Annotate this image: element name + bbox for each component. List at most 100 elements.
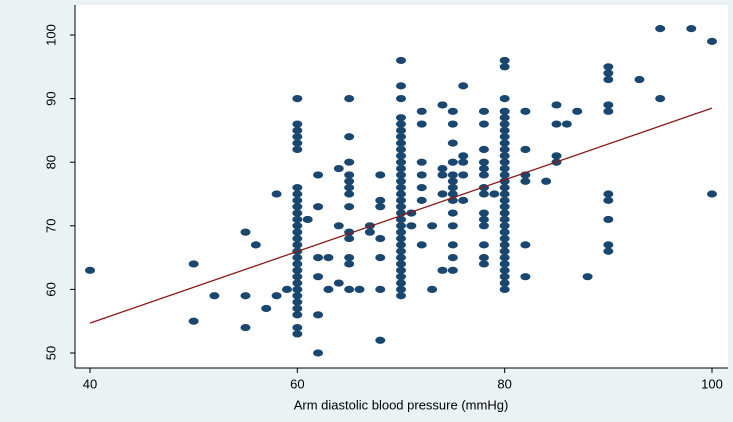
- point: [427, 285, 438, 293]
- point: [375, 336, 386, 344]
- point: [447, 266, 458, 274]
- point: [499, 266, 510, 274]
- point: [437, 164, 448, 173]
- fit-line: [89, 107, 713, 324]
- point: [478, 171, 489, 179]
- point: [686, 25, 697, 33]
- point: [333, 279, 344, 287]
- point: [396, 120, 406, 128]
- point: [499, 196, 510, 204]
- point: [489, 190, 500, 198]
- point: [603, 196, 614, 204]
- point: [499, 285, 510, 293]
- point: [396, 241, 406, 249]
- point: [520, 145, 531, 154]
- point: [313, 203, 324, 211]
- point: [499, 164, 510, 173]
- point: [344, 177, 355, 185]
- point: [396, 164, 406, 173]
- point: [396, 292, 406, 300]
- point: [344, 285, 355, 293]
- point: [541, 177, 552, 185]
- point: [396, 215, 406, 224]
- point: [396, 228, 406, 236]
- point: [344, 171, 355, 179]
- point: [499, 247, 510, 255]
- point: [520, 107, 531, 115]
- point: [375, 171, 386, 179]
- point: [499, 215, 510, 224]
- point: [396, 273, 406, 281]
- point: [292, 311, 303, 319]
- point: [292, 254, 303, 262]
- point: [344, 234, 355, 243]
- point: [499, 279, 510, 287]
- point: [603, 75, 614, 84]
- point: [375, 203, 386, 211]
- point: [499, 184, 510, 192]
- point: [478, 254, 489, 262]
- point: [375, 196, 386, 204]
- point: [396, 95, 406, 103]
- point: [416, 241, 427, 249]
- point: [396, 234, 406, 243]
- point: [271, 190, 282, 198]
- point: [499, 222, 510, 230]
- point: [292, 304, 303, 313]
- point: [396, 82, 406, 90]
- point: [292, 184, 303, 192]
- point: [603, 247, 614, 255]
- point: [603, 69, 614, 77]
- point: [396, 145, 406, 154]
- point: [478, 190, 489, 198]
- point: [603, 107, 614, 115]
- point: [520, 241, 531, 249]
- point: [396, 184, 406, 192]
- point: [478, 241, 489, 249]
- x-axis-title: Arm diastolic blood pressure (mmHg): [294, 397, 509, 412]
- y-tick-label: 80: [43, 155, 58, 169]
- point: [447, 120, 458, 128]
- point: [499, 203, 510, 211]
- point: [603, 63, 614, 71]
- point: [603, 190, 614, 198]
- point: [416, 171, 427, 179]
- point: [364, 228, 375, 236]
- point: [478, 209, 489, 217]
- point: [396, 203, 406, 211]
- point: [292, 279, 303, 287]
- point: [447, 254, 458, 262]
- point: [499, 120, 510, 128]
- point: [561, 120, 572, 128]
- point: [344, 260, 355, 268]
- point: [478, 120, 489, 128]
- point: [396, 190, 406, 198]
- point: [499, 260, 510, 268]
- point: [520, 273, 531, 281]
- point: [396, 222, 406, 230]
- point: [313, 349, 324, 357]
- point: [292, 266, 303, 274]
- point: [292, 203, 303, 211]
- point: [478, 158, 489, 166]
- point: [344, 190, 355, 198]
- point: [499, 209, 510, 217]
- point: [499, 107, 510, 115]
- point: [313, 311, 324, 319]
- point: [396, 152, 406, 160]
- point: [292, 222, 303, 230]
- point: [427, 222, 438, 230]
- point: [344, 133, 355, 141]
- point: [447, 158, 458, 166]
- point: [333, 222, 344, 230]
- point: [416, 120, 427, 128]
- point: [707, 37, 717, 45]
- point: [458, 82, 469, 90]
- y-tick-label: 70: [43, 219, 58, 233]
- point: [240, 228, 251, 236]
- point: [499, 56, 510, 65]
- point: [499, 171, 510, 179]
- point: [499, 254, 510, 262]
- point: [292, 145, 303, 154]
- point: [292, 241, 303, 249]
